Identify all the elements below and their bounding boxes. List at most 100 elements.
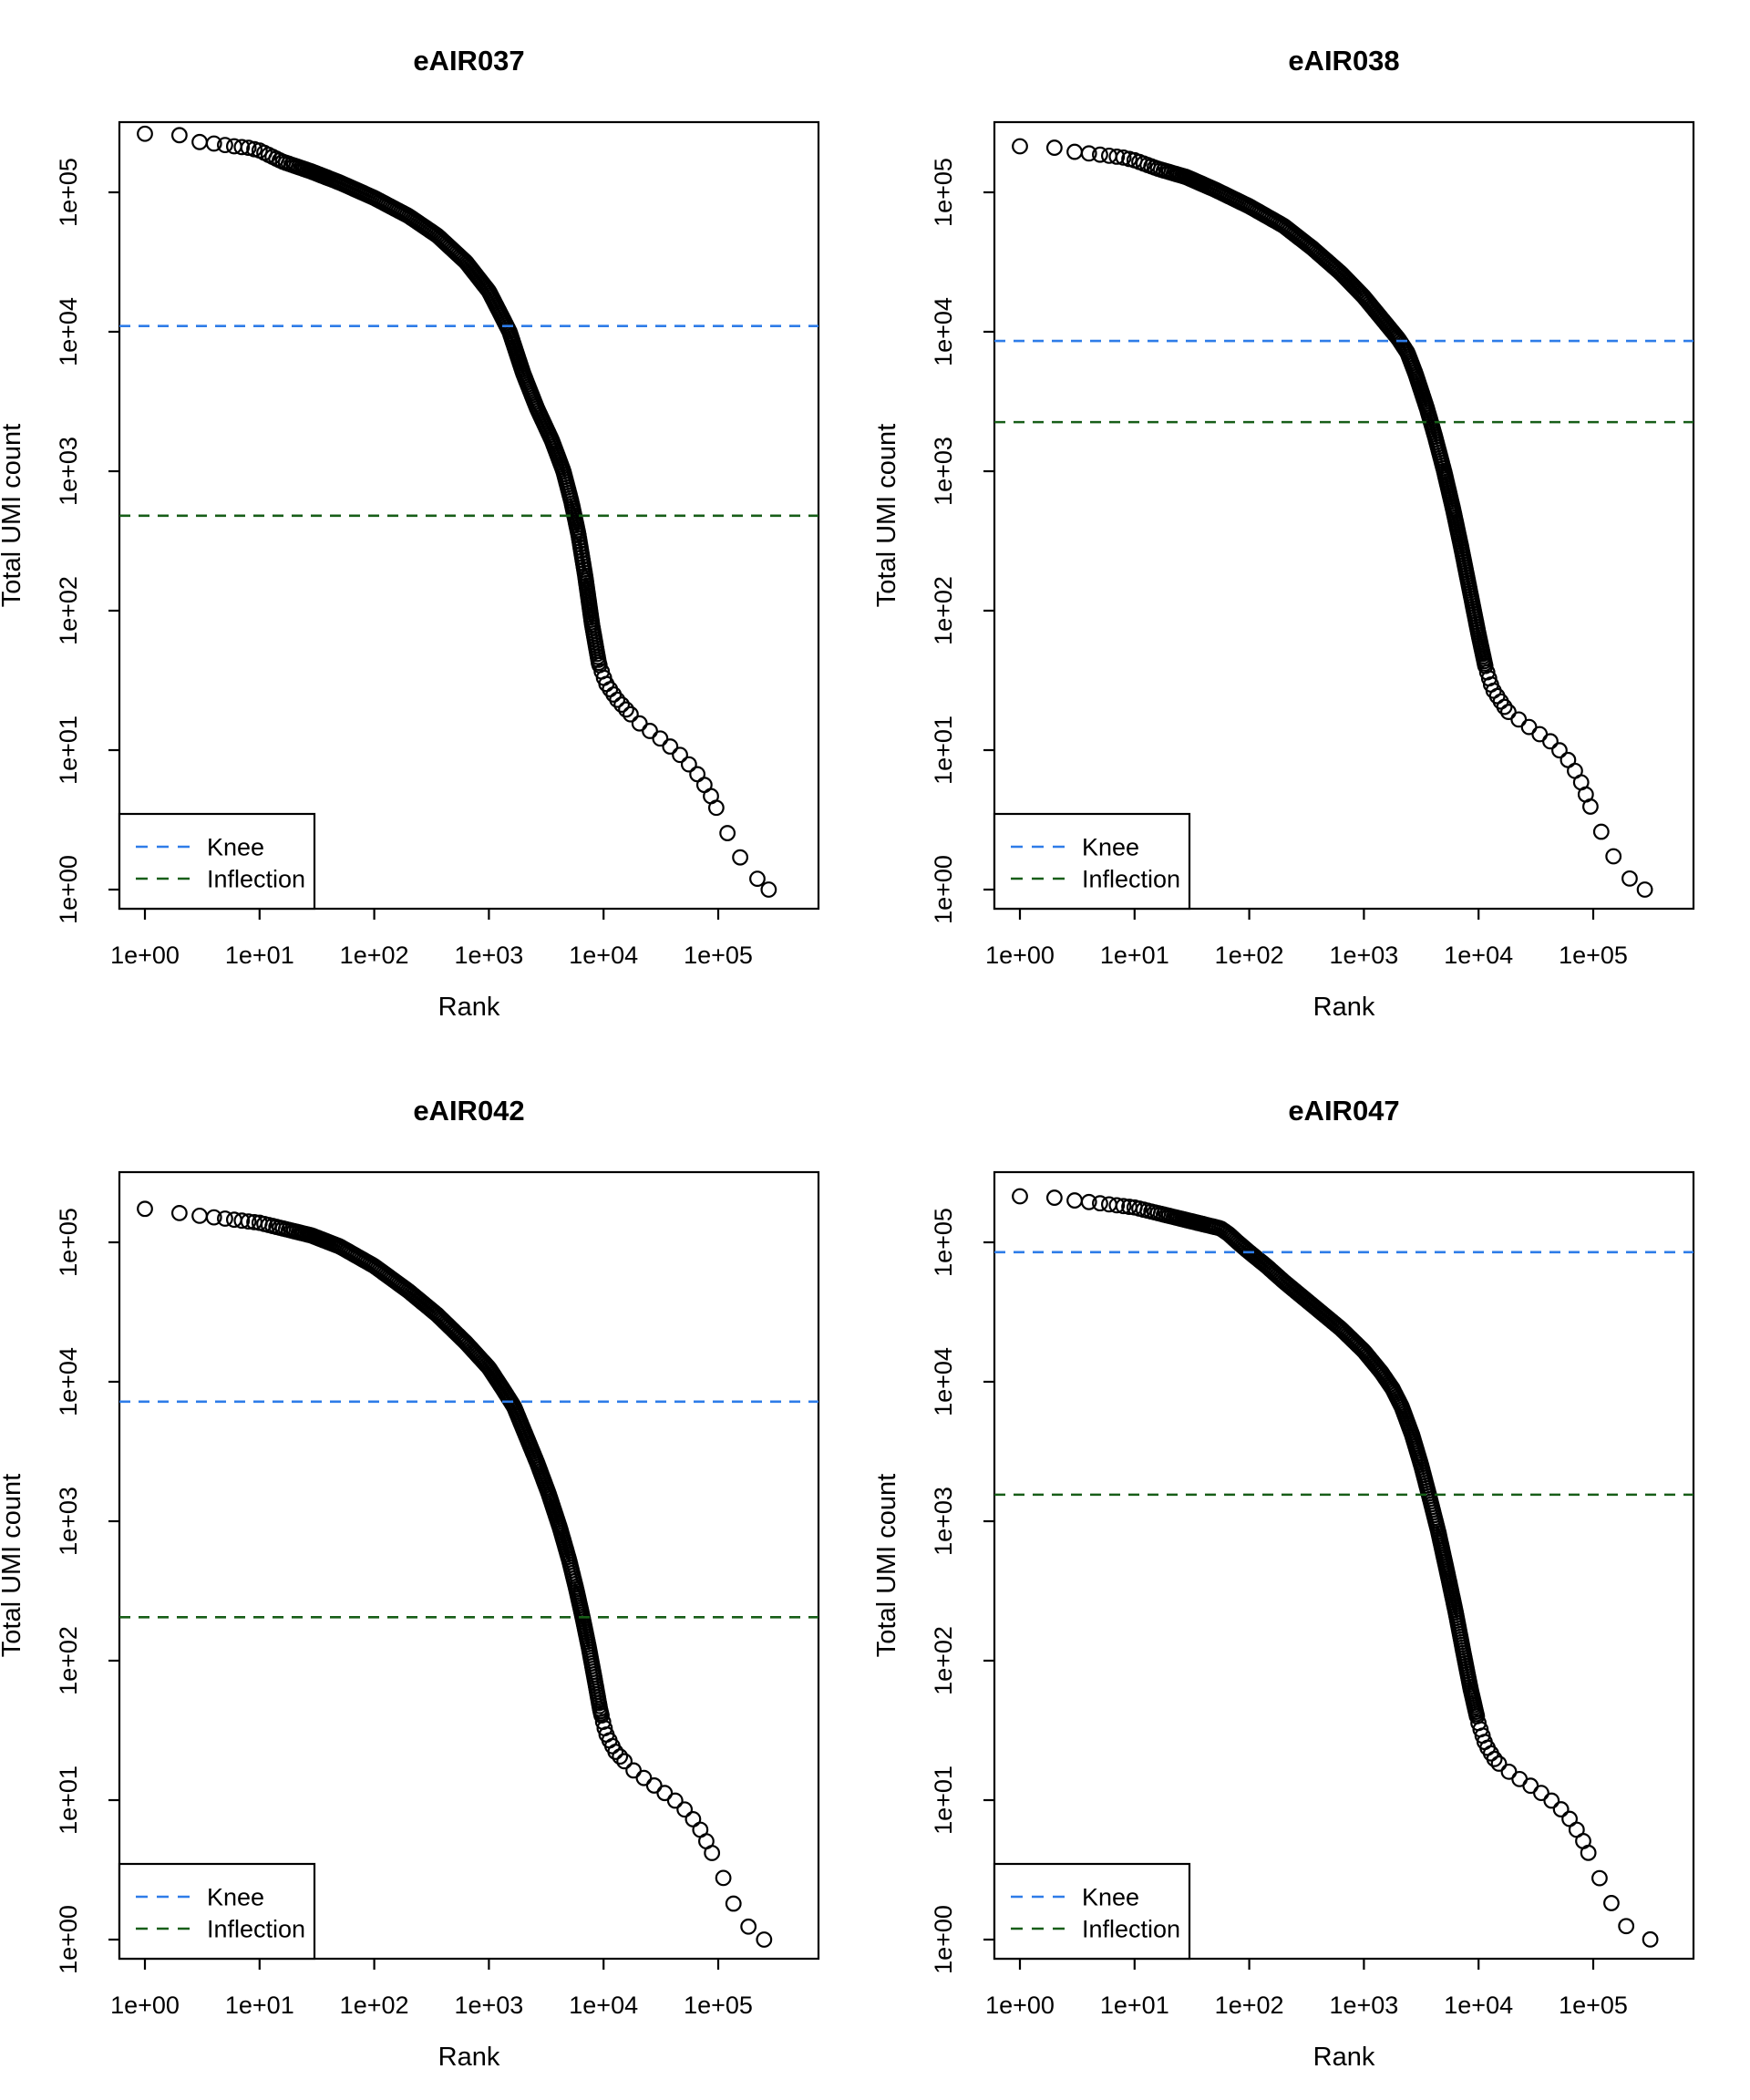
y-axis: 1e+00 1e+01 1e+02 1e+03 1e+04 1e+05 Total UMI … [0, 1208, 119, 1974]
data-point [613, 696, 630, 713]
data-point [217, 1210, 233, 1227]
data-point [662, 738, 679, 755]
x-tick-label: 1e+05 [684, 1992, 753, 2019]
data-points [137, 125, 777, 898]
data-point [622, 705, 639, 723]
x-tick-label: 1e+04 [1444, 1992, 1513, 2019]
legend-box [118, 1862, 316, 1961]
x-tick-label: 1e+01 [225, 942, 294, 969]
data-point [1108, 149, 1126, 165]
x-tick-label: 1e+01 [1100, 942, 1169, 969]
data-points [1012, 1188, 1659, 1948]
legend: Knee Inflection [118, 1862, 316, 1961]
data-point [656, 1785, 674, 1802]
data-point [1115, 149, 1132, 166]
plot-box [118, 1170, 820, 1961]
data-point [609, 691, 626, 708]
data-point [1066, 143, 1083, 160]
plot-box [993, 120, 1695, 911]
x-tick-label: 1e+03 [1329, 1992, 1398, 2019]
y-axis-title: Total UMI count [0, 1474, 26, 1657]
data-point [1092, 146, 1108, 163]
legend: Knee Inflection [993, 1862, 1191, 1961]
y-tick-label: 1e+02 [55, 576, 82, 645]
x-axis: 1e+00 1e+01 1e+02 1e+03 1e+04 1e+05 Rank [110, 1959, 753, 2072]
legend-box [993, 1862, 1191, 1961]
data-point [191, 1207, 208, 1224]
data-point [1500, 1763, 1518, 1780]
y-tick-label: 1e+03 [930, 437, 957, 506]
data-point [680, 756, 697, 773]
data-point [1531, 726, 1549, 743]
data-point [756, 1931, 773, 1948]
data-point [1092, 1195, 1108, 1212]
data-point [1496, 698, 1513, 715]
x-tick-label: 1e+01 [225, 1992, 294, 2019]
data-point [1486, 1750, 1503, 1767]
data-points [1012, 138, 1653, 898]
y-tick-label: 1e+02 [55, 1626, 82, 1695]
legend-label-knee: Knee [207, 1884, 264, 1911]
data-point [749, 870, 766, 888]
data-point [240, 1213, 257, 1230]
y-axis: 1e+00 1e+01 1e+02 1e+03 1e+04 1e+05 Total UMI … [875, 158, 994, 924]
data-point [1510, 711, 1528, 728]
y-tick-label: 1e+04 [930, 1347, 957, 1416]
rank-plot-bottom-right: 1e+00 1e+01 1e+02 1e+03 1e+04 1e+05Rank1e+001… [875, 1095, 1695, 2072]
y-tick-label: 1e+05 [930, 158, 957, 227]
data-point [1580, 1844, 1597, 1861]
y-tick-label: 1e+03 [930, 1487, 957, 1556]
legend: Knee Inflection [993, 812, 1191, 911]
rank-plot-top-left: 1e+00 1e+01 1e+02 1e+03 1e+04 1e+05Rank1e+001… [0, 45, 820, 1022]
data-point [740, 1918, 757, 1935]
x-tick-label: 1e+00 [985, 942, 1055, 969]
data-point [1603, 1895, 1620, 1911]
x-tick-label: 1e+03 [454, 1992, 523, 2019]
legend-label-inflection: Inflection [207, 1916, 305, 1943]
data-points [137, 1200, 773, 1948]
panel-bottom-left: 1e+00 1e+01 1e+02 1e+03 1e+04 1e+05 Rank 1e+00 1… [0, 1050, 875, 2100]
data-point [1621, 870, 1638, 887]
x-tick-label: 1e+03 [1329, 942, 1398, 969]
data-point [1115, 1198, 1132, 1215]
y-axis-title: Total UMI count [875, 424, 901, 607]
data-point [618, 701, 634, 718]
data-point [1591, 1869, 1608, 1887]
y-tick-label: 1e+03 [55, 1487, 82, 1556]
data-point [707, 799, 725, 817]
data-point [1108, 1197, 1126, 1214]
panel-title: eAIR038 [1288, 45, 1399, 77]
data-point [666, 1792, 684, 1809]
data-point [191, 133, 208, 150]
data-point [1066, 1192, 1083, 1209]
data-point [612, 1748, 629, 1765]
legend-box [993, 812, 1191, 911]
x-tick-label: 1e+02 [340, 1992, 409, 2019]
data-point [1045, 139, 1063, 156]
data-point [1582, 798, 1599, 815]
data-point [1542, 733, 1559, 750]
data-point [607, 1744, 624, 1760]
data-point [625, 1762, 643, 1779]
x-axis-title: Rank [1313, 2043, 1375, 2072]
data-point [233, 139, 251, 156]
legend: Knee Inflection [118, 812, 316, 911]
legend-box [118, 812, 316, 911]
data-point [1500, 704, 1517, 720]
x-tick-label: 1e+00 [110, 1992, 180, 2019]
data-point [1045, 1189, 1063, 1206]
x-tick-label: 1e+04 [569, 942, 638, 969]
data-point [685, 1811, 702, 1827]
rank-plot-bottom-left: 1e+00 1e+01 1e+02 1e+03 1e+04 1e+05Rank1e+001… [0, 1095, 820, 2072]
data-point [1551, 742, 1568, 759]
data-point [635, 1769, 653, 1786]
y-tick-label: 1e+02 [930, 1626, 957, 1695]
data-point [1490, 1755, 1508, 1772]
y-axis-title: Total UMI count [875, 1474, 901, 1657]
y-tick-label: 1e+05 [930, 1208, 957, 1277]
data-point [240, 139, 257, 157]
data-point [760, 881, 777, 898]
y-tick-label: 1e+02 [930, 576, 957, 645]
data-point [652, 730, 669, 747]
data-point [1605, 848, 1622, 865]
